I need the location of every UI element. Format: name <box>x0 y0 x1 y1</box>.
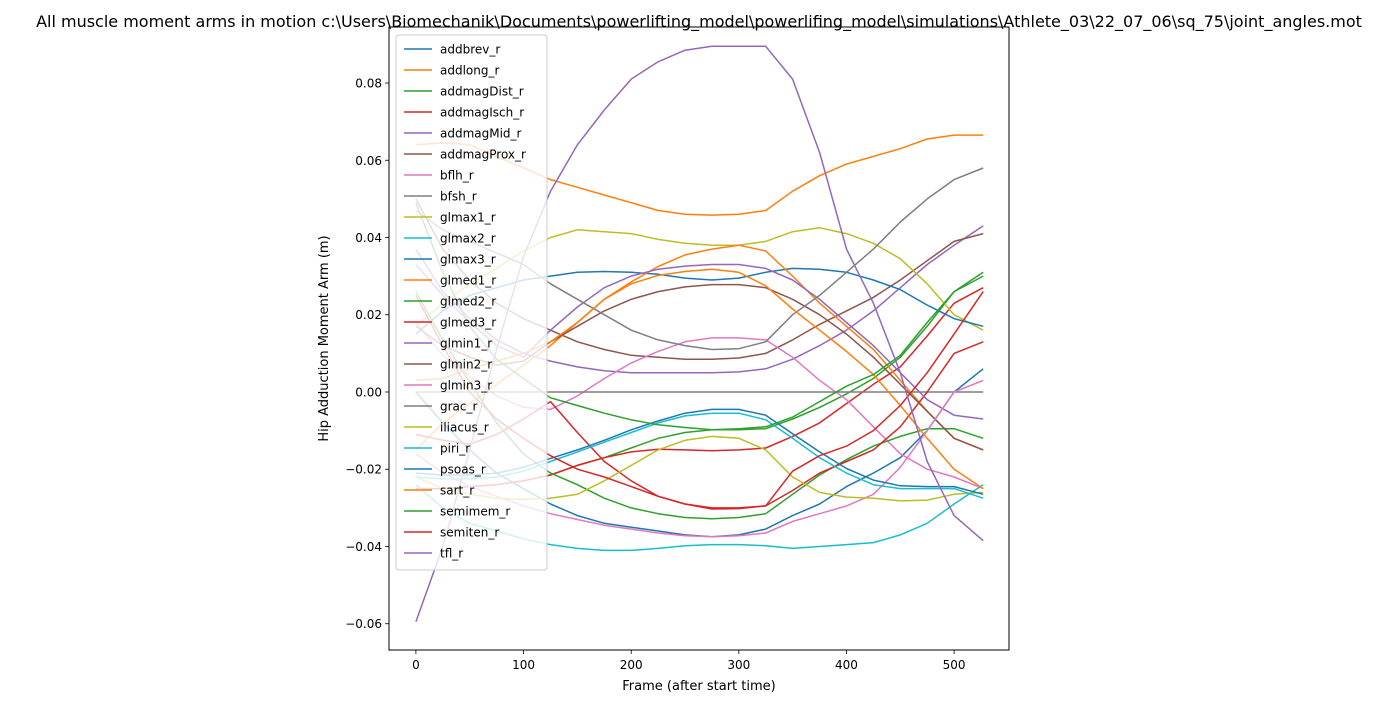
legend-item-addlong_r: addlong_r <box>404 64 499 78</box>
x-axis: 0 100 200 300 400 500 <box>412 650 966 672</box>
legend-label: glmax2_r <box>440 232 496 246</box>
legend-item-grac_r: grac_r <box>404 400 478 414</box>
legend-item-glmin1_r: glmin1_r <box>404 337 492 351</box>
x-axis-label: Frame (after start time) <box>622 679 775 694</box>
y-tick-label: −0.02 <box>345 463 382 477</box>
legend-item-glmax3_r: glmax3_r <box>404 253 496 267</box>
legend-label: glmax3_r <box>440 253 496 267</box>
y-axis: −0.06 −0.04 −0.02 0.00 0.02 0.04 0.06 0.08 <box>345 77 389 631</box>
legend-label: glmed2_r <box>440 295 496 309</box>
legend-label: addlong_r <box>440 64 499 78</box>
legend-item-addmagDist_r: addmagDist_r <box>404 85 524 99</box>
legend-item-sart_r: sart_r <box>404 484 474 498</box>
legend-label: glmin3_r <box>440 379 492 393</box>
legend-label: tfl_r <box>440 547 463 561</box>
x-tick-label: 200 <box>620 658 643 672</box>
legend-label: bflh_r <box>440 169 474 183</box>
plot-frame <box>388 26 1010 651</box>
legend-item-bfsh_r: bfsh_r <box>404 190 477 204</box>
legend-label: bfsh_r <box>440 190 477 204</box>
x-tick-label: 500 <box>943 658 966 672</box>
legend-item-glmax1_r: glmax1_r <box>404 211 496 225</box>
legend-label: addmagMid_r <box>440 127 522 141</box>
legend-item-psoas_r: psoas_r <box>404 463 486 477</box>
y-tick-label: −0.06 <box>345 617 382 631</box>
legend-label: glmed1_r <box>440 274 496 288</box>
legend-label: addmagProx_r <box>440 148 526 162</box>
x-tick-label: 400 <box>835 658 858 672</box>
x-tick-label: 100 <box>512 658 535 672</box>
legend-label: addmagIsch_r <box>440 106 524 120</box>
legend-item-piri_r: piri_r <box>404 442 470 456</box>
x-tick-label: 0 <box>412 658 420 672</box>
legend-item-bflh_r: bflh_r <box>404 169 474 183</box>
legend-label: glmin1_r <box>440 337 492 351</box>
legend-item-glmax2_r: glmax2_r <box>404 232 496 246</box>
y-tick-label: 0.06 <box>355 154 382 168</box>
legend-label: glmed3_r <box>440 316 496 330</box>
legend-item-addmagProx_r: addmagProx_r <box>404 148 526 162</box>
legend-label: psoas_r <box>440 463 486 477</box>
y-tick-label: 0.08 <box>355 77 382 91</box>
legend-item-glmed2_r: glmed2_r <box>404 295 496 309</box>
y-tick-label: 0.04 <box>355 231 382 245</box>
legend-label: glmin2_r <box>440 358 492 372</box>
legend-label: sart_r <box>440 484 474 498</box>
legend-label: grac_r <box>440 400 478 414</box>
legend: addbrev_r addlong_r addmagDist_r addmagIsch… <box>395 34 548 571</box>
y-tick-label: −0.04 <box>345 540 382 554</box>
legend-item-addmagIsch_r: addmagIsch_r <box>404 106 524 120</box>
legend-label: semimem_r <box>440 505 510 519</box>
y-axis-label: Hip Adduction Moment Arm (m) <box>317 235 332 441</box>
legend-box <box>395 34 548 571</box>
legend-item-addmagMid_r: addmagMid_r <box>404 127 522 141</box>
x-tick-label: 300 <box>727 658 750 672</box>
legend-item-glmin3_r: glmin3_r <box>404 379 492 393</box>
legend-item-addbrev_r: addbrev_r <box>404 43 500 57</box>
legend-label: semiten_r <box>440 526 499 540</box>
legend-label: addbrev_r <box>440 43 500 57</box>
legend-label: iliacus_r <box>440 421 489 435</box>
legend-item-tfl_r: tfl_r <box>404 547 463 561</box>
legend-item-semiten_r: semiten_r <box>404 526 499 540</box>
y-tick-label: 0.02 <box>355 308 382 322</box>
legend-label: glmax1_r <box>440 211 496 225</box>
y-tick-label: 0.00 <box>355 385 382 399</box>
chart-title: All muscle moment arms in motion c:\User… <box>36 12 1362 32</box>
legend-item-glmin2_r: glmin2_r <box>404 358 492 372</box>
legend-item-iliacus_r: iliacus_r <box>404 421 489 435</box>
legend-item-glmed3_r: glmed3_r <box>404 316 496 330</box>
legend-item-glmed1_r: glmed1_r <box>404 274 496 288</box>
legend-item-semimem_r: semimem_r <box>404 505 510 519</box>
legend-label: piri_r <box>440 442 470 456</box>
legend-label: addmagDist_r <box>440 85 524 99</box>
